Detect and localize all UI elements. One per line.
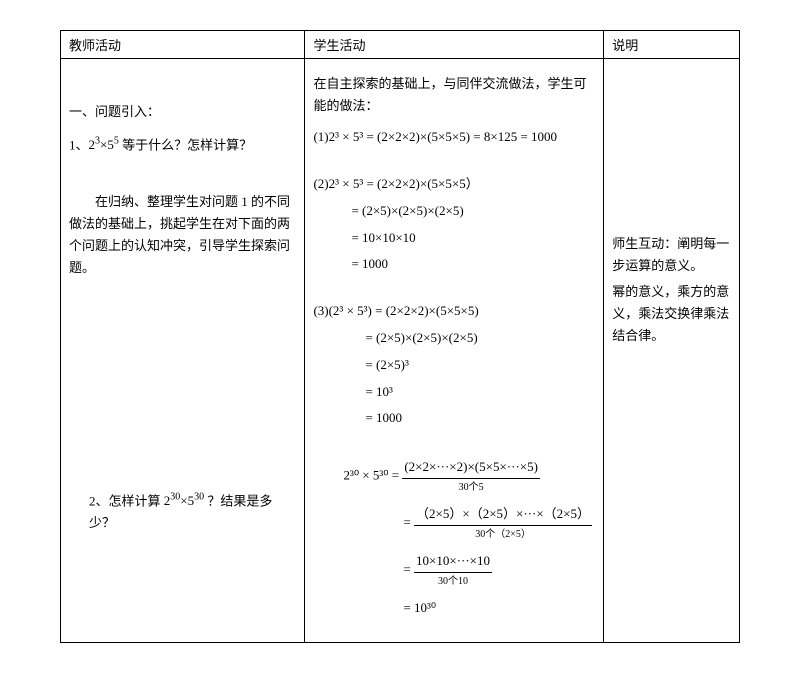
eq2a: (2)2³ × 5³ = (2×2×2)×(5×5×5）: [313, 174, 595, 195]
eq3d: = 10³: [313, 382, 595, 403]
question-1: 1、23×55 等于什么？怎样计算？: [69, 133, 296, 156]
header-row: 教师活动 学生活动 说明: [61, 31, 740, 59]
eq2d: = 1000: [313, 254, 595, 275]
eq3e: = 1000: [313, 408, 595, 429]
eq4b: = （2×5）×（2×5）×···×（2×5）30个（2×5）: [313, 504, 595, 543]
header-note: 说明: [604, 31, 740, 59]
note-1: 师生互动：阐明每一步运算的意义。: [612, 233, 731, 277]
eq4a: 2³⁰ × 5³⁰ = (2×2×···×2)×(5×5×···×5)30个5: [313, 457, 595, 496]
eq3c: = (2×5)³: [313, 355, 595, 376]
teacher-cell: 一、问题引入： 1、23×55 等于什么？怎样计算？ 在归纳、整理学生对问题 1…: [61, 59, 305, 643]
eq3b: = (2×5)×(2×5)×(2×5): [313, 328, 595, 349]
note-2: 幂的意义，乘方的意义，乘法交换律乘法结合律。: [612, 281, 731, 347]
question-2: 2、怎样计算 230×530 ？结果是多少？: [69, 489, 296, 535]
eq1: (1)2³ × 5³ = (2×2×2)×(5×5×5) = 8×125 = 1…: [313, 127, 595, 148]
student-intro: 在自主探索的基础上，与同伴交流做法，学生可能的做法：: [313, 73, 595, 117]
eq2b: = (2×5)×(2×5)×(2×5): [313, 201, 595, 222]
header-student: 学生活动: [305, 31, 604, 59]
intro-heading: 一、问题引入：: [69, 101, 296, 123]
header-teacher: 教师活动: [61, 31, 305, 59]
eq4d: = 10³⁰: [313, 598, 595, 619]
eq4c: = 10×10×···×1030个10: [313, 551, 595, 590]
body-row: 一、问题引入： 1、23×55 等于什么？怎样计算？ 在归纳、整理学生对问题 1…: [61, 59, 740, 643]
student-cell: 在自主探索的基础上，与同伴交流做法，学生可能的做法： (1)2³ × 5³ = …: [305, 59, 604, 643]
note-cell: 师生互动：阐明每一步运算的意义。 幂的意义，乘方的意义，乘法交换律乘法结合律。: [604, 59, 740, 643]
lesson-table: 教师活动 学生活动 说明 一、问题引入： 1、23×55 等于什么？怎样计算？ …: [60, 30, 740, 643]
teacher-note: 在归纳、整理学生对问题 1 的不同做法的基础上，挑起学生在对下面的两个问题上的认…: [69, 191, 296, 279]
eq3a: (3)(2³ × 5³) = (2×2×2)×(5×5×5): [313, 301, 595, 322]
eq2c: = 10×10×10: [313, 228, 595, 249]
